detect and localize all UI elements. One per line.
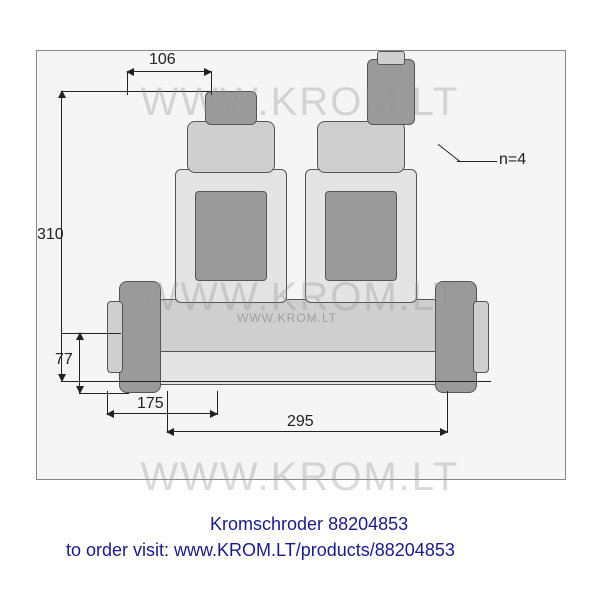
adjust-column	[367, 59, 415, 125]
product-code: 88204853	[328, 514, 408, 534]
ext-175-r	[217, 391, 218, 415]
ext-295-r	[447, 391, 448, 433]
actuator-left-top	[205, 91, 257, 125]
leader-n4	[457, 161, 497, 162]
caption-line-1: Kromschroder 88204853	[210, 514, 408, 535]
flange-left-outer	[107, 301, 123, 373]
leader-n4-diag	[438, 144, 461, 162]
dimline-106	[127, 71, 211, 72]
flange-right-outer	[473, 301, 489, 373]
dim-310: 310	[37, 226, 64, 244]
ext-106-r	[211, 71, 212, 95]
actuator-right-cap	[317, 121, 405, 173]
flange-right	[435, 281, 477, 393]
caption-line-2: to order visit: www.KROM.LT/products/882…	[66, 540, 455, 561]
actuator-left-window	[195, 191, 267, 281]
inner-watermark: WWW.KROM.LT	[237, 311, 337, 325]
dim-295: 295	[287, 413, 314, 431]
extline-base	[61, 381, 491, 382]
order-url: www.KROM.LT/products/88204853	[174, 540, 455, 560]
dim-77: 77	[55, 351, 73, 369]
adjust-knob	[377, 51, 405, 65]
extline-top	[61, 91, 211, 92]
dim-175: 175	[137, 395, 164, 413]
dim-n4: n=4	[499, 151, 526, 169]
drawing-frame: WWW.KROM.LT 106 310 77 175 295 n=4	[36, 50, 566, 480]
actuator-right-window	[325, 191, 397, 281]
brand-text: Kromschroder	[210, 514, 323, 534]
dim-106: 106	[149, 51, 176, 69]
extline-77-bot	[79, 393, 129, 394]
ext-295-l	[167, 391, 168, 433]
valve-base-plate	[157, 351, 439, 385]
flange-left	[119, 281, 161, 393]
order-prefix: to order visit:	[66, 540, 174, 560]
ext-175-l	[107, 391, 108, 415]
dimline-77	[79, 333, 80, 393]
extline-mid	[61, 333, 121, 334]
dimline-175	[107, 413, 217, 414]
ext-106-l	[127, 71, 128, 95]
dimline-295	[167, 431, 447, 432]
actuator-left-cap	[187, 121, 275, 173]
